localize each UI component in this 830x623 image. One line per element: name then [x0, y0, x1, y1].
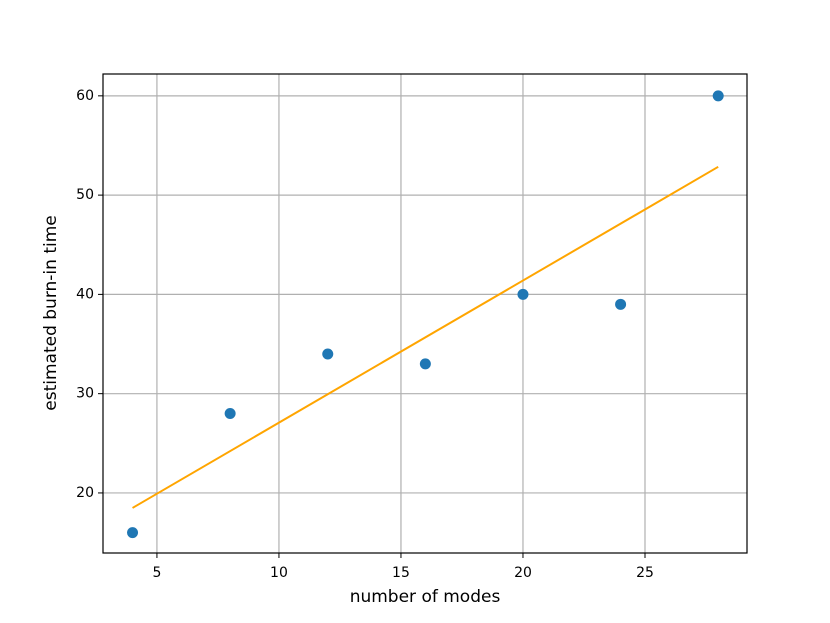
y-tick-label: 40: [76, 286, 94, 302]
point: [127, 527, 139, 539]
point: [517, 288, 529, 300]
x-tick-label: 15: [392, 565, 410, 581]
x-axis-label: number of modes: [350, 587, 501, 607]
plot-frame: [102, 73, 748, 554]
x-tick-label: 10: [270, 565, 288, 581]
x-tick-label: 20: [514, 565, 532, 581]
point: [224, 408, 236, 420]
y-tick-label: 50: [76, 187, 94, 203]
x-tick-label: 25: [636, 565, 654, 581]
point: [419, 358, 431, 370]
y-tick-label: 60: [76, 88, 94, 104]
fit-line: [132, 165, 719, 509]
point: [322, 348, 334, 360]
y-tick-label: 20: [76, 485, 94, 501]
y-tick-label: 30: [76, 386, 94, 402]
point: [712, 90, 724, 102]
y-axis-label: estimated burn-in time: [41, 215, 61, 410]
x-tick-label: 5: [152, 565, 161, 581]
point: [615, 298, 627, 310]
